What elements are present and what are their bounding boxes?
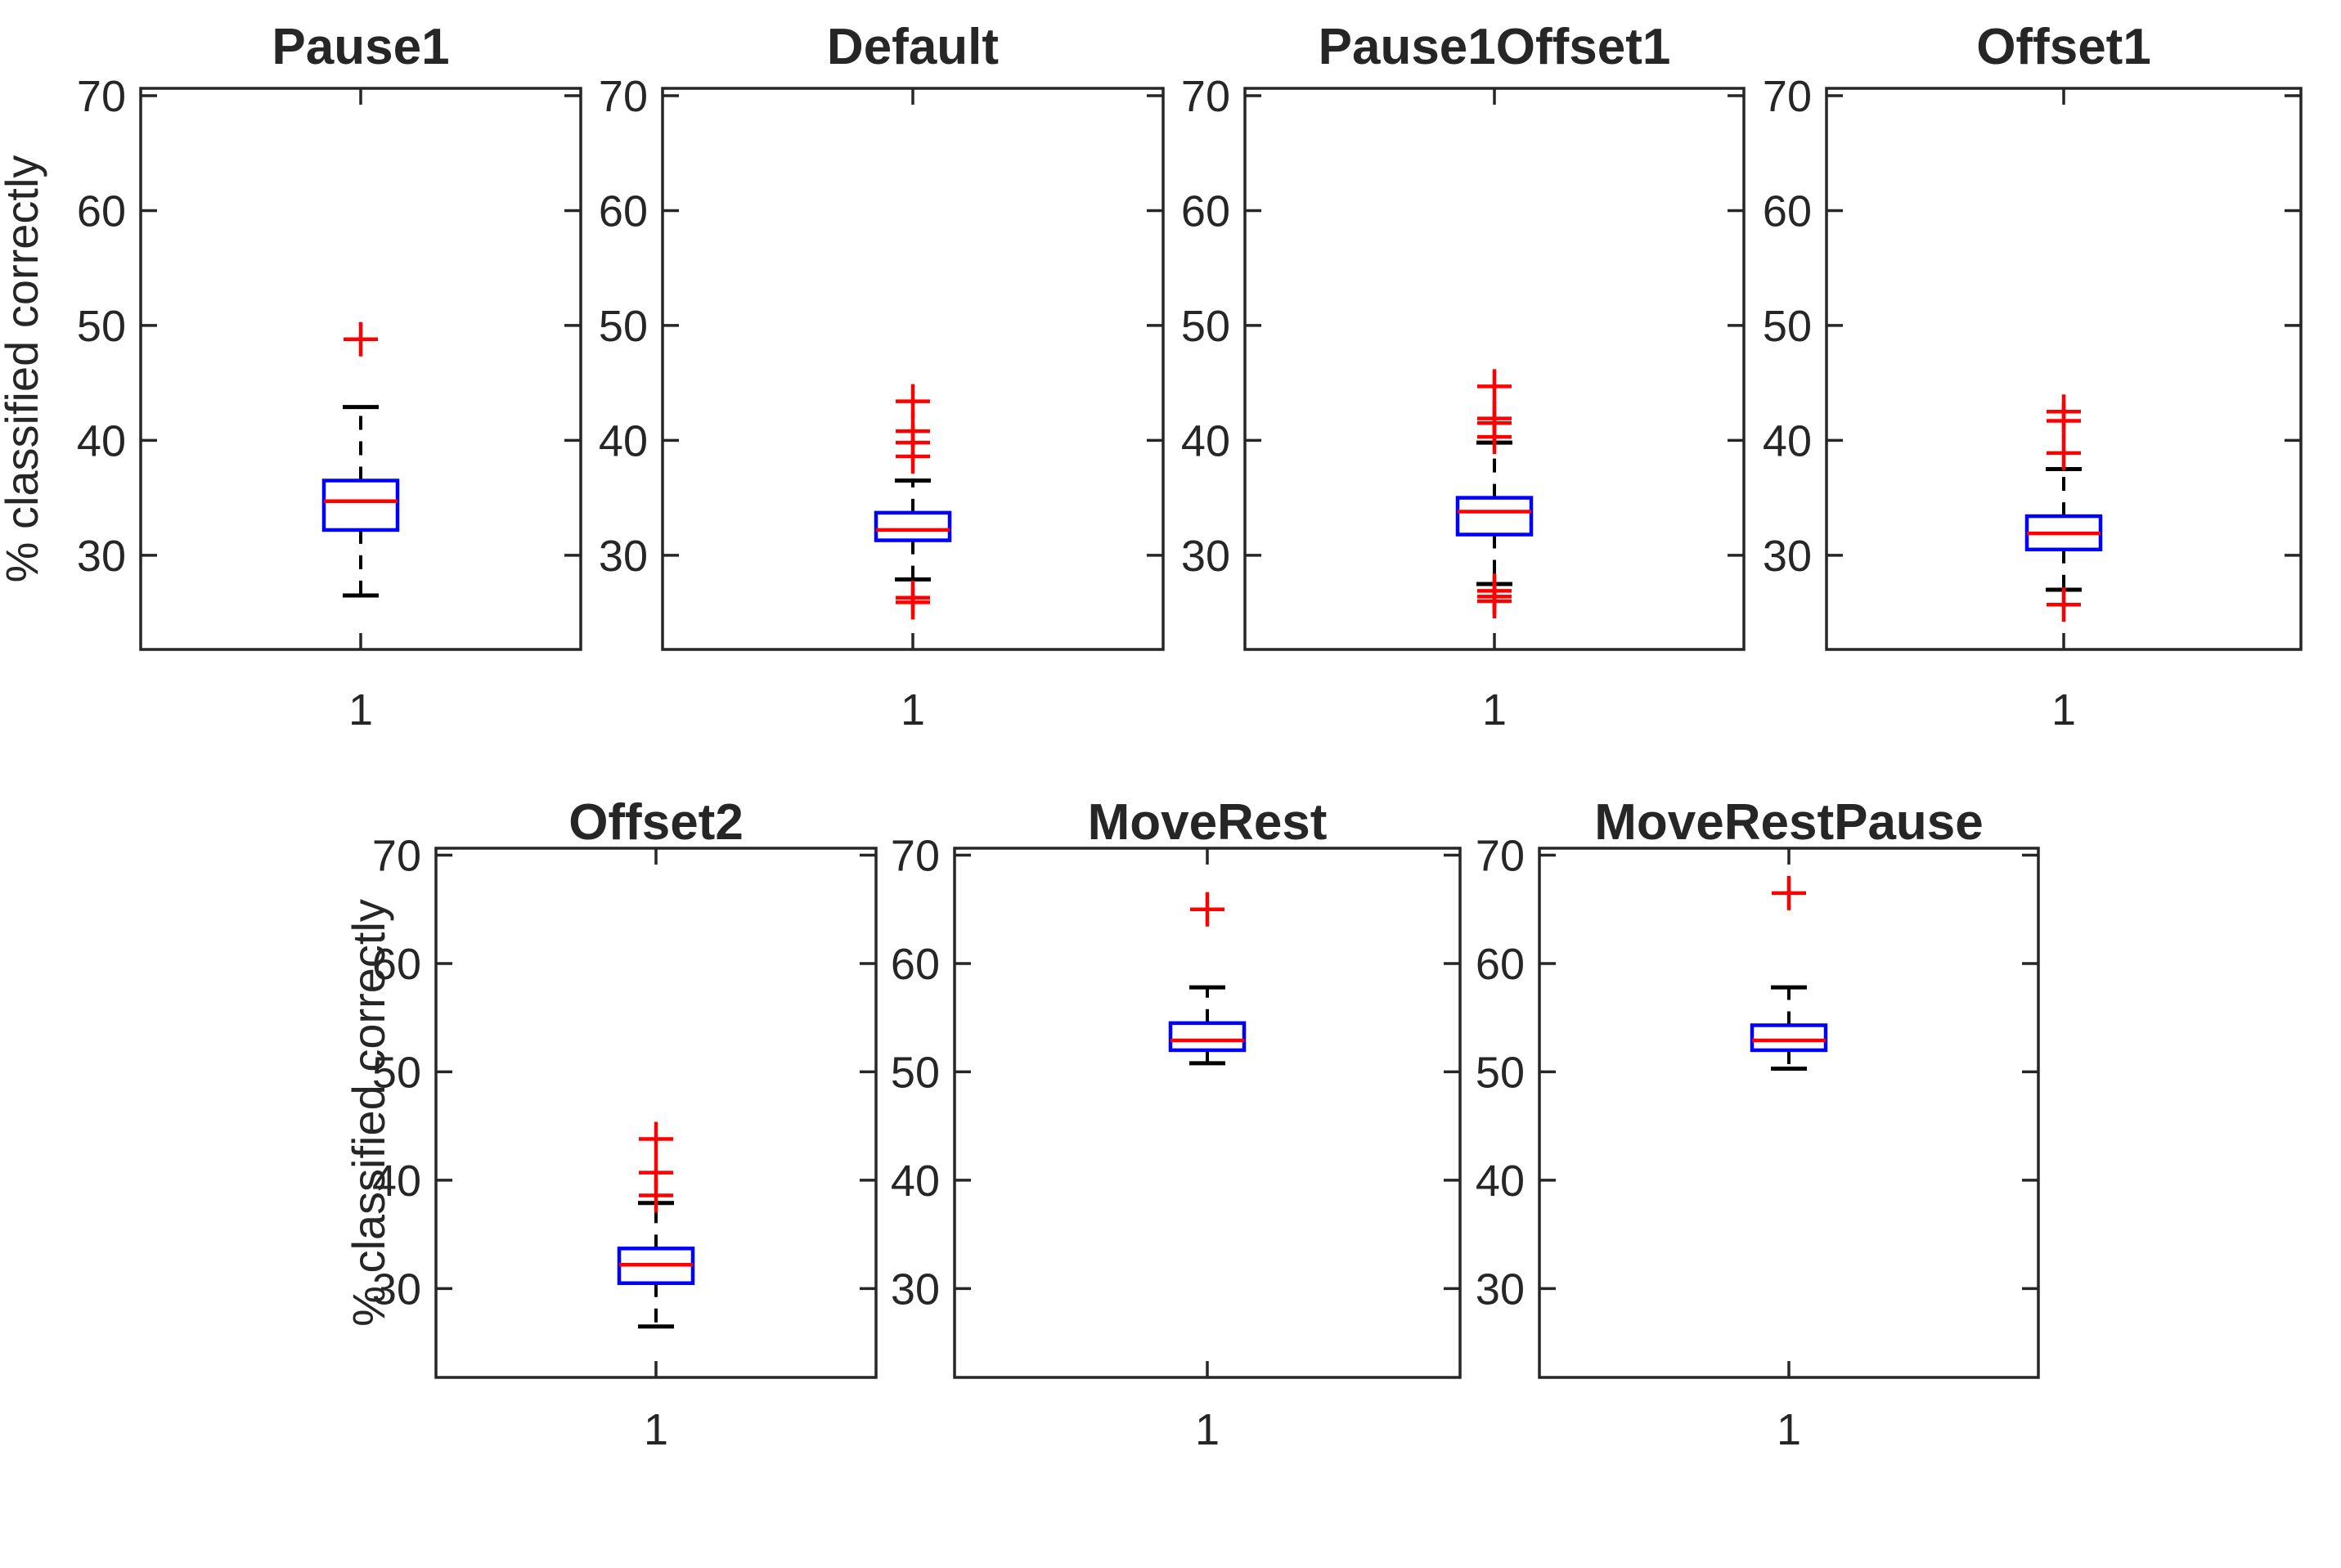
- y-tick-label: 60: [1763, 186, 1812, 236]
- y-axis-label: % classified correctly: [343, 899, 394, 1327]
- subplot-pause1offset1: 30 40 50 60 70 1 Pause1Offset1: [1181, 19, 1746, 735]
- y-tick-label: 70: [77, 72, 126, 121]
- outlier-marker: [2047, 403, 2081, 438]
- box-iqr: [874, 510, 952, 542]
- y-tick-label: 30: [599, 532, 648, 581]
- y-tick-label: 40: [372, 1157, 421, 1206]
- subplot-default: 30 40 50 60 70 1 Default: [599, 19, 1165, 735]
- y-tick-label: 40: [1476, 1157, 1525, 1206]
- box-iqr: [1168, 1021, 1247, 1053]
- y-tick-label: 60: [1476, 940, 1525, 989]
- subplot-title: Offset1: [1976, 19, 2151, 75]
- y-tick-label: 30: [1763, 532, 1812, 581]
- y-tick-label: 60: [599, 186, 648, 236]
- y-tick-label: 50: [1476, 1048, 1525, 1097]
- y-tick-label: 30: [891, 1265, 940, 1314]
- x-tick-label: 1: [901, 685, 925, 735]
- outlier-marker: [896, 384, 930, 419]
- subplot-title: Pause1: [272, 19, 449, 75]
- outlier-marker: [639, 1178, 673, 1213]
- x-tick-label: 1: [1195, 1405, 1220, 1454]
- subplot-moverest: 30 40 50 60 70 1 MoveRest: [891, 794, 1462, 1454]
- y-tick-label: 60: [77, 186, 126, 236]
- outlier-marker: [1190, 892, 1224, 927]
- subplot-title: Pause1Offset1: [1319, 19, 1671, 75]
- y-tick-label: 70: [891, 831, 940, 880]
- outlier-marker: [1477, 420, 1512, 455]
- y-tick-label: 50: [891, 1048, 940, 1097]
- subplot-title: Offset2: [568, 794, 744, 851]
- y-tick-label: 30: [77, 532, 126, 581]
- subplot-moverestpause: 30 40 50 60 70 1 MoveRestPause: [1476, 794, 2040, 1454]
- y-tick-label: 70: [372, 831, 421, 880]
- y-tick-label: 40: [1763, 416, 1812, 465]
- outlier-marker: [896, 585, 930, 620]
- outlier-marker: [1477, 584, 1512, 619]
- subplot-title: MoveRest: [1088, 794, 1328, 851]
- x-tick-label: 1: [1777, 1405, 1801, 1454]
- y-tick-label: 70: [1181, 72, 1230, 121]
- subplot-offset1: 30 40 50 60 70 1 Offset1: [1763, 19, 2303, 735]
- box-iqr: [321, 478, 400, 532]
- y-tick-label: 60: [891, 940, 940, 989]
- y-tick-label: 70: [1476, 831, 1525, 880]
- y-tick-label: 70: [599, 72, 648, 121]
- box-iqr: [1750, 1023, 1828, 1053]
- outlier-marker: [2047, 435, 2081, 470]
- outlier-marker: [896, 439, 930, 474]
- subplot-offset2: 30 40 50 60 70 1 Offset2 % classified correctly: [343, 794, 878, 1454]
- y-tick-label: 40: [599, 416, 648, 465]
- subplot-pause1: 30 40 50 60 70 1 Pause1 % classified correctly: [0, 19, 582, 735]
- y-tick-label: 70: [1763, 72, 1812, 121]
- y-tick-label: 40: [891, 1157, 940, 1206]
- outlier-marker: [1477, 369, 1512, 404]
- y-tick-label: 50: [1763, 302, 1812, 351]
- x-tick-label: 1: [1482, 685, 1507, 735]
- outlier-marker: [1772, 875, 1806, 910]
- y-tick-label: 30: [372, 1265, 421, 1314]
- subplot-title: MoveRestPause: [1594, 794, 1984, 851]
- y-tick-label: 50: [1181, 302, 1230, 351]
- y-tick-label: 50: [599, 302, 648, 351]
- y-tick-label: 50: [77, 302, 126, 351]
- x-tick-label: 1: [2051, 685, 2076, 735]
- subplot-title: Default: [827, 19, 999, 75]
- outlier-marker: [344, 321, 378, 357]
- outlier-marker: [2047, 587, 2081, 622]
- outlier-marker: [639, 1121, 673, 1157]
- y-tick-label: 60: [1181, 186, 1230, 236]
- y-tick-label: 40: [77, 416, 126, 465]
- y-tick-label: 30: [1476, 1265, 1525, 1314]
- y-tick-label: 60: [372, 940, 421, 989]
- y-axis-label: % classified correctly: [0, 155, 47, 583]
- y-tick-label: 50: [372, 1048, 421, 1097]
- box-iqr: [1455, 496, 1534, 537]
- y-tick-label: 30: [1181, 532, 1230, 581]
- x-tick-label: 1: [348, 685, 373, 735]
- x-tick-label: 1: [644, 1405, 668, 1454]
- y-tick-label: 40: [1181, 416, 1230, 465]
